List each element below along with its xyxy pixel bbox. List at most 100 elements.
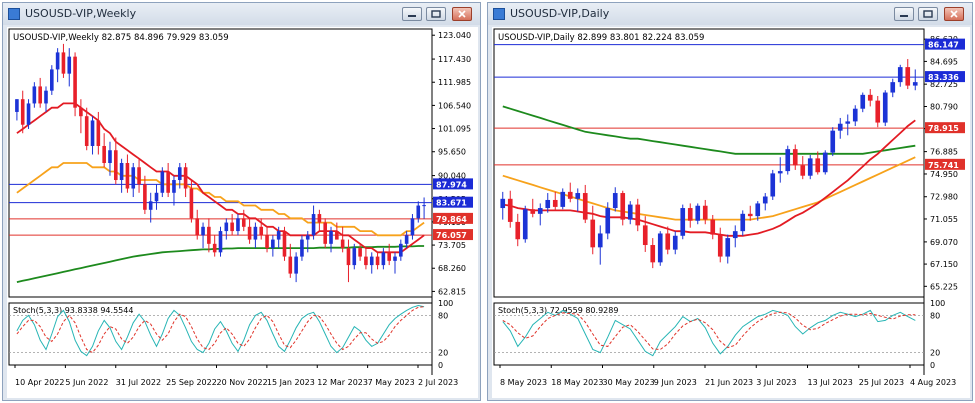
y-tick-label: 117.430 [438,55,471,64]
y-tick-label: 76.885 [930,148,958,157]
candle-body [125,163,130,189]
candle-body [61,52,66,74]
candle-body [545,199,551,209]
candle-body [822,152,828,173]
candle-body [148,201,153,210]
candle-body [597,233,603,248]
candle-body [537,208,543,214]
stoch-label: Stoch(5,3,3) 72.9559 80.9289 [498,306,618,315]
window-titlebar[interactable]: USOUSD-VIP,Weekly [3,3,480,25]
candle-body [657,233,663,263]
candle-body [271,239,275,249]
y-tick-label: 82.725 [930,80,958,89]
candle-body [387,252,391,261]
candle-body [90,120,95,146]
candle-body [375,256,380,266]
price-tag-label: 83.336 [928,73,959,82]
candle-body [702,205,708,220]
close-icon[interactable] [452,7,472,21]
x-tick-label: 20 Nov 2022 [217,378,268,387]
price-tag-label: 78.915 [928,124,959,133]
candle-body [305,235,310,240]
candle-body [381,252,386,266]
candle-body [815,158,821,173]
candle-body [897,67,903,83]
candle-body [530,209,536,214]
y-tick-label: 68.260 [438,264,466,273]
restore-icon[interactable] [426,7,446,21]
x-tick-label: 4 Aug 2023 [910,378,956,387]
candle-body [732,231,738,239]
minimize-icon[interactable] [402,7,422,21]
candle-body [259,226,264,236]
chart-header: USOUSD-VIP,Weekly 82.875 84.896 79.929 8… [13,33,229,43]
close-icon[interactable] [944,7,964,21]
minimize-icon[interactable] [894,7,914,21]
candle-body [507,198,513,222]
candle-body [224,222,229,232]
moving-average-orange [16,162,425,237]
stoch-tick-label: 100 [930,299,945,308]
restore-icon[interactable] [918,7,938,21]
candle-body [642,225,648,246]
candle-body [96,120,101,146]
chart-header: USOUSD-VIP,Daily 82.899 83.801 82.224 83… [498,33,704,43]
price-tag-box [925,122,965,134]
x-tick-label: 9 Jun 2023 [654,378,697,387]
chart-window-icon [8,8,20,20]
candle-body [830,130,836,153]
stoch-tick-label: 20 [438,349,448,358]
candle-body [399,243,403,257]
weekly-chart[interactable]: USOUSD-VIP,Weekly 82.875 84.896 79.929 8… [7,27,478,398]
moving-average-red [16,102,425,254]
x-tick-label: 7 May 2023 [368,378,415,387]
chart-window-weekly[interactable]: USOUSD-VIP,Weekly USOUSD-VIP,Weekly 82.8… [2,2,481,401]
price-tag-label: 76.057 [436,231,467,240]
stoch-main-line [502,309,916,357]
stoch-main-line [16,304,425,357]
candle-body [590,219,596,248]
y-tick-label: 111.985 [438,78,471,87]
candle-body [620,193,626,220]
candle-body [905,67,911,86]
main-plot-frame [493,28,925,298]
candle-body [329,231,333,244]
candle-body [113,150,118,181]
candle-body [567,191,573,199]
x-tick-label: 21 Jun 2023 [705,378,753,387]
y-tick-label: 95.650 [438,148,466,157]
candle-body [32,86,37,104]
x-tick-label: 25 Jul 2023 [859,378,904,387]
candle-body [560,191,566,207]
price-tag-label: 86.147 [928,41,959,50]
window-titlebar[interactable]: USOUSD-VIP,Daily [488,3,972,25]
daily-chart[interactable]: USOUSD-VIP,Daily 82.899 83.801 82.224 83… [492,27,970,398]
candle-body [20,99,25,125]
candle-body [247,226,252,240]
candle-body [241,218,246,227]
candle-body [635,204,641,226]
candle-body [627,204,633,220]
candle-body [323,222,328,244]
x-tick-label: 31 Jul 2022 [116,378,161,387]
x-tick-label: 18 May 2023 [551,378,603,387]
x-tick-label: 15 Jan 2023 [267,378,315,387]
stoch-signal-line [16,306,425,354]
candle-body [770,173,776,197]
price-tag-box [433,229,473,241]
candle-body [785,149,791,172]
candle-body [154,192,159,202]
stoch-tick-label: 80 [438,311,448,320]
price-tag-box [925,158,965,170]
candle-body [369,256,374,266]
candle-body [177,167,182,181]
candle-body [404,235,409,244]
candle-body [230,222,234,232]
chart-window-daily[interactable]: USOUSD-VIP,Daily USOUSD-VIP,Daily 82.899… [487,2,973,401]
candle-body [131,167,136,189]
y-tick-label: 84.695 [930,57,958,66]
candle-body [79,107,83,117]
candle-body [172,180,176,193]
stoch-tick-label: 20 [930,349,940,358]
candle-body [740,213,746,232]
